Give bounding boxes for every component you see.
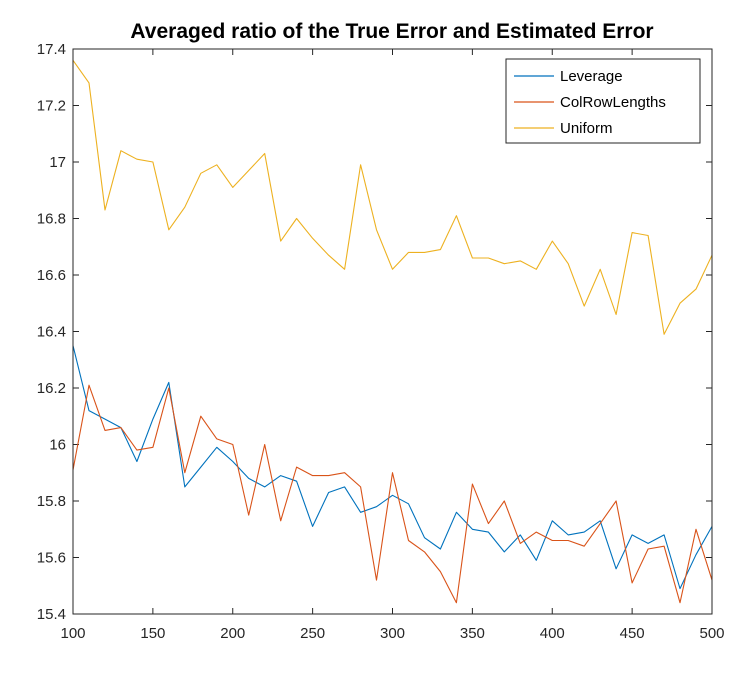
legend-label-uniform: Uniform	[560, 120, 613, 137]
x-tick-label: 250	[300, 625, 325, 642]
y-tick-label: 15.4	[37, 606, 66, 623]
y-tick-label: 15.8	[37, 493, 66, 510]
x-tick-label: 500	[699, 625, 724, 642]
y-tick-label: 16.4	[37, 324, 66, 341]
series-line-uniform	[72, 59, 713, 335]
legend-label-leverage: Leverage	[560, 68, 623, 85]
legend: Leverage ColRowLengths Uniform	[505, 58, 701, 144]
y-tick-label: 17	[49, 154, 66, 171]
x-tick-label: 300	[380, 625, 405, 642]
y-tick-label: 17.4	[37, 41, 66, 58]
legend-label-colrowlengths: ColRowLengths	[560, 94, 666, 111]
x-axis-tick-labels: 100 150 200 250 300 350 400 450 500	[60, 625, 724, 642]
x-tick-label: 400	[540, 625, 565, 642]
y-tick-label: 17.2	[37, 98, 66, 115]
y-tick-label: 16.6	[37, 267, 66, 284]
y-tick-label: 16.2	[37, 380, 66, 397]
x-tick-label: 100	[60, 625, 85, 642]
legend-box	[505, 58, 701, 144]
y-tick-label: 16.8	[37, 211, 66, 228]
y-tick-label: 15.6	[37, 550, 66, 567]
series-line-colrowlengths	[72, 384, 713, 604]
x-tick-label: 200	[220, 625, 245, 642]
series-lines	[72, 59, 713, 604]
x-tick-label: 350	[460, 625, 485, 642]
x-tick-label: 450	[620, 625, 645, 642]
y-tick-label: 16	[49, 437, 66, 454]
y-axis-tick-labels: 15.4 15.6 15.8 16 16.2 16.4 16.6 16.8 17 17.2 17.4	[37, 41, 66, 623]
x-tick-label: 150	[140, 625, 165, 642]
chart-title: Averaged ratio of the True Error and Est…	[130, 20, 653, 43]
series-line-leverage	[72, 345, 713, 590]
plot-frame	[72, 48, 713, 615]
